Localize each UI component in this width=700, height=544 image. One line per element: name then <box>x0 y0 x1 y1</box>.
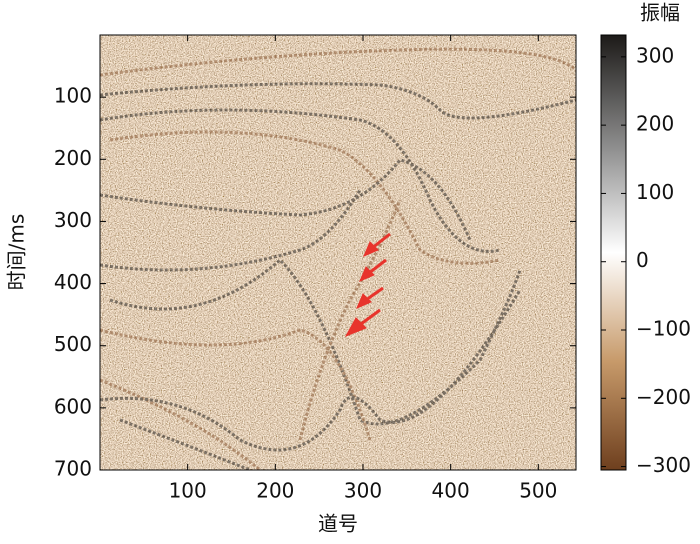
y-tick-label: 200 <box>54 146 92 170</box>
x-tick-label: 400 <box>432 479 470 503</box>
y-tick-label: 400 <box>54 270 92 294</box>
colorbar-tick-label: −300 <box>636 453 691 477</box>
y-tick-label: 700 <box>54 457 92 481</box>
x-tick-label: 300 <box>344 479 382 503</box>
plot-frame <box>99 34 577 471</box>
colorbar-tick-label: 200 <box>636 112 674 136</box>
seismic-section <box>100 35 576 470</box>
colorbar-tick-label: 100 <box>636 180 674 204</box>
x-tick-label: 200 <box>256 479 294 503</box>
x-axis-label: 道号 <box>318 512 358 536</box>
colorbar-tick-label: −200 <box>636 385 691 409</box>
x-tick-label: 100 <box>169 479 207 503</box>
y-tick-label: 600 <box>54 394 92 418</box>
colorbar-tick-label: 0 <box>636 248 649 272</box>
y-tick-label: 500 <box>54 332 92 356</box>
y-tick-label: 100 <box>54 84 92 108</box>
annotation-arrows <box>344 232 391 337</box>
x-tick-label: 500 <box>519 479 557 503</box>
colorbar-tick-label: 300 <box>636 43 674 67</box>
y-tick-label: 300 <box>54 208 92 232</box>
colorbar-tick-label: −100 <box>636 317 691 341</box>
y-axis-label: 时间/ms <box>5 214 29 291</box>
colorbar <box>600 34 627 471</box>
colorbar-label: 振幅 <box>640 1 680 25</box>
